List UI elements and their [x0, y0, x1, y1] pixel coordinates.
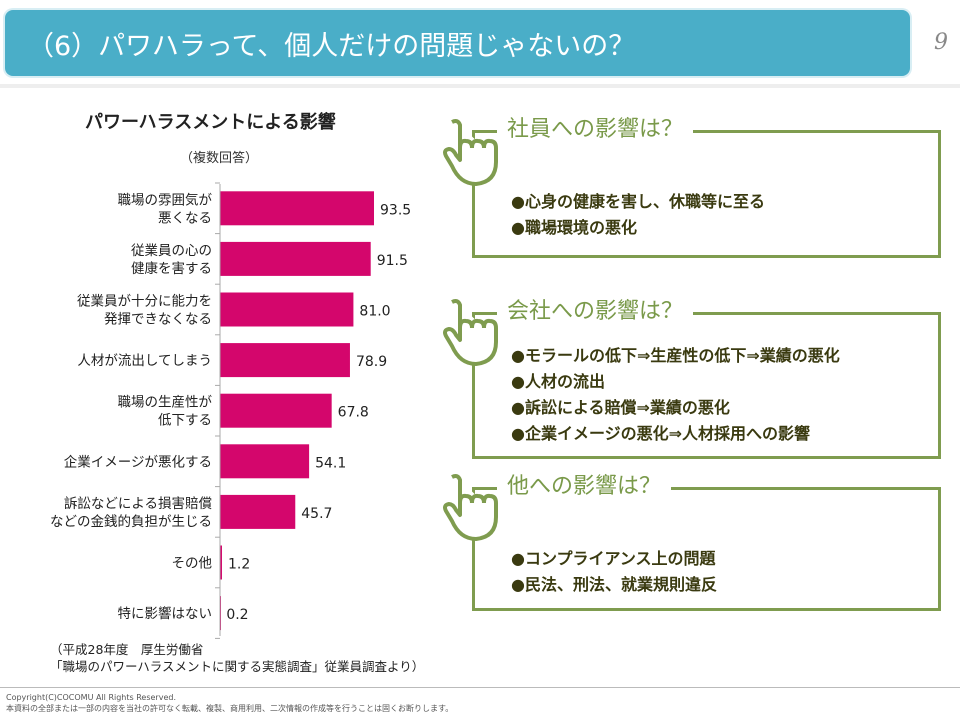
box-heading: 社員への影響は？	[497, 111, 694, 143]
bar	[220, 343, 350, 378]
category-label: 企業イメージが悪化する	[64, 453, 212, 470]
page-title: （6）パワハラって、個人だけの問題じゃないの？	[27, 31, 636, 62]
category-label: 人材が流出してしまう	[77, 353, 212, 369]
category-label: 発揮できなくなる	[104, 312, 212, 328]
list-item: ●訴訟による賠償⇒業績の悪化	[511, 398, 730, 417]
bar	[220, 545, 222, 580]
bar	[220, 494, 296, 529]
value-label: 67.8	[338, 405, 369, 421]
category-label: その他	[172, 556, 213, 572]
value-label: 93.5	[380, 202, 411, 218]
copyright: Copyright(C)COCOMU All Rights Reserved.	[6, 693, 176, 702]
other-impact-box: 他への影響は？ ●コンプライアンス上の問題 ●民法、刑法、就業規則違反	[472, 468, 941, 611]
value-label: 45.7	[301, 506, 332, 522]
employee-impact-box: 社員への影響は？ ●心身の健康を害し、休職等に至る ●職場環境の悪化	[472, 111, 941, 258]
list-item: ●職場環境の悪化	[511, 218, 637, 237]
category-label: 職場の雰囲気が	[118, 192, 213, 208]
bar	[220, 241, 371, 276]
value-label: 91.5	[377, 253, 408, 269]
page-number: 9	[934, 30, 948, 55]
list-item: ●コンプライアンス上の問題	[511, 549, 716, 568]
category-label: 健康を害する	[131, 260, 212, 277]
bar	[220, 393, 332, 428]
bar	[220, 292, 354, 327]
source-line-1: （平成28年度 厚生労働省	[50, 642, 204, 657]
category-label: 特に影響はない	[118, 605, 213, 622]
bar	[220, 191, 374, 226]
category-label: などの金銭的負担が生じる	[50, 514, 212, 530]
pointing-hand-icon	[443, 474, 498, 541]
notice: 本資料の全部または一部の内容を当社の許可なく転載、複製、商用利用、二次情報の作成…	[6, 704, 454, 713]
source-line-2: 「職場のパワーハラスメントに関する実態調査」従業員調査より）	[50, 659, 425, 674]
category-label: 訴訟などによる損害賠償	[64, 496, 213, 512]
divider	[0, 84, 960, 88]
chart-title: パワーハラスメントによる影響	[85, 112, 336, 133]
box-heading: 会社への影響は？	[497, 293, 694, 325]
list-item: ●企業イメージの悪化⇒人材採用への影響	[511, 424, 811, 443]
source-note: （平成28年度 厚生労働省「職場のパワーハラスメントに関する実態調査」従業員調査…	[50, 641, 424, 675]
value-label: 1.2	[228, 557, 250, 573]
company-impact-box: 会社への影響は？ ●モラールの低下⇒生産性の低下⇒業績の悪化 ●人材の流出 ●訴訟に…	[472, 293, 941, 459]
category-label: 従業員が十分に能力を	[77, 294, 212, 310]
value-label: 54.1	[315, 455, 346, 471]
title-bar: （6）パワハラって、個人だけの問題じゃないの？	[5, 10, 910, 76]
footer-divider	[0, 687, 960, 688]
box-heading: 他への影響は？	[497, 468, 672, 500]
list-item: ●人材の流出	[511, 372, 605, 391]
category-label: 悪くなる	[158, 210, 212, 226]
pointing-hand-icon	[443, 119, 498, 186]
footer: Copyright(C)COCOMU All Rights Reserved. 本…	[6, 692, 453, 714]
bar	[220, 444, 310, 479]
category-label: 職場の生産性が	[118, 395, 213, 411]
value-label: 78.9	[356, 354, 387, 370]
category-label: 低下する	[158, 413, 212, 429]
value-label: 81.0	[359, 304, 390, 320]
list-item: ●心身の健康を害し、休職等に至る	[511, 192, 765, 211]
list-item: ●民法、刑法、就業規則違反	[511, 575, 717, 594]
pointing-hand-icon	[443, 299, 498, 366]
category-label: 従業員の心の	[131, 243, 212, 259]
chart-subtitle: （複数回答）	[180, 151, 259, 166]
list-item: ●モラールの低下⇒生産性の低下⇒業績の悪化	[511, 346, 840, 365]
value-label: 0.2	[226, 607, 248, 623]
